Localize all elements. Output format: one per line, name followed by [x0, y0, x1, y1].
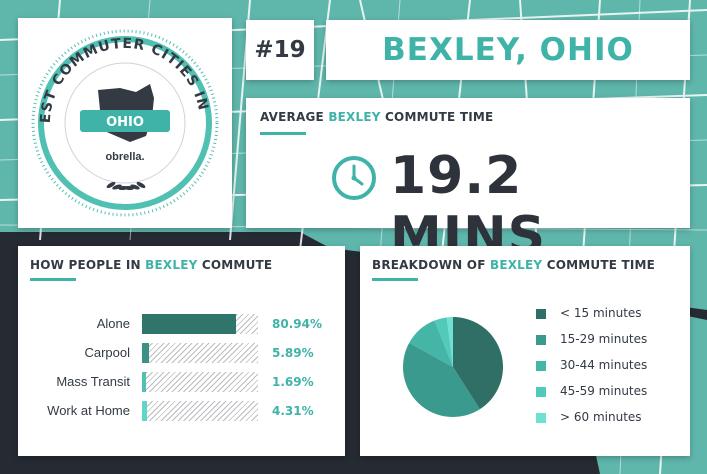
- pie-slice: [403, 342, 480, 417]
- laurel-icon: [106, 181, 146, 191]
- rank-label: #19: [254, 37, 306, 63]
- bar: [142, 372, 146, 392]
- legend-item: 45-59 minutes: [536, 384, 647, 398]
- bar-label: Alone: [96, 316, 130, 331]
- legend-label: 15-29 minutes: [560, 332, 648, 346]
- city-card: BEXLEY, OHIO: [326, 20, 690, 80]
- commute-time-heading: BREAKDOWN OF BEXLEY COMMUTE TIME: [372, 258, 656, 272]
- bar: [142, 401, 147, 421]
- legend-label: > 60 minutes: [560, 410, 642, 424]
- legend-label: 45-59 minutes: [560, 384, 648, 398]
- bar-track: [142, 314, 258, 334]
- pie-chart: [403, 317, 503, 417]
- bar-label: Carpool: [84, 345, 130, 360]
- city-title: BEXLEY, OHIO: [382, 32, 634, 68]
- legend-label: 30-44 minutes: [560, 358, 648, 372]
- badge-card: 40 BEST COMMUTER CITIES IN OHIO OHIO obr…: [12, 6, 232, 228]
- pie-slice: [409, 320, 453, 367]
- legend-swatch: [536, 386, 546, 397]
- bar-track: [142, 343, 258, 363]
- commute-time-card: BREAKDOWN OF BEXLEY COMMUTE TIME < 15 mi…: [360, 246, 690, 456]
- obrella-logo: obrella.: [105, 151, 144, 163]
- average-heading: AVERAGE BEXLEY COMMUTE TIME: [260, 110, 494, 124]
- pie-legend: < 15 minutes 15-29 minutes 30-44 minutes 45…: [536, 306, 676, 436]
- bar-track: [142, 372, 258, 392]
- legend-item: 30-44 minutes: [536, 358, 647, 372]
- badge-state-label: OHIO: [106, 115, 144, 130]
- bar-value-label: 4.31%: [272, 404, 314, 418]
- average-commute-card: AVERAGE BEXLEY COMMUTE TIME 19.2 MINS: [246, 98, 690, 266]
- bar: [142, 343, 149, 363]
- legend-item: > 60 minutes: [536, 410, 642, 424]
- pie-slice: [453, 317, 503, 410]
- commute-time-underline: [372, 278, 418, 281]
- clock-icon: [332, 156, 376, 200]
- legend-swatch: [536, 334, 546, 345]
- bar-label: Mass Transit: [56, 374, 130, 389]
- ohio-ribbon: [80, 110, 170, 132]
- bar-label: Work at Home: [47, 403, 130, 418]
- legend-item: 15-29 minutes: [536, 332, 647, 346]
- legend-label: < 15 minutes: [560, 306, 642, 320]
- legend-swatch: [536, 308, 546, 319]
- pie-slice: [446, 317, 453, 367]
- legend-swatch: [536, 360, 546, 371]
- ohio-badge: 40 BEST COMMUTER CITIES IN OHIO OHIO obr…: [12, 6, 219, 217]
- bar: [142, 314, 236, 334]
- commute-mode-heading: HOW PEOPLE IN BEXLEY COMMUTE: [30, 258, 273, 272]
- rank-card: #19: [246, 20, 314, 80]
- commute-mode-card: HOW PEOPLE IN BEXLEY COMMUTE Alone 80.94%…: [18, 246, 345, 456]
- bar-value-label: 80.94%: [272, 317, 322, 331]
- legend-swatch: [536, 412, 546, 423]
- commute-mode-underline: [30, 278, 76, 281]
- average-heading-underline: [260, 132, 306, 135]
- bar-value-label: 5.89%: [272, 346, 314, 360]
- legend-item: < 15 minutes: [536, 306, 642, 320]
- bar-value-label: 1.69%: [272, 375, 314, 389]
- bar-track: [142, 401, 258, 421]
- pie-slice: [434, 317, 453, 367]
